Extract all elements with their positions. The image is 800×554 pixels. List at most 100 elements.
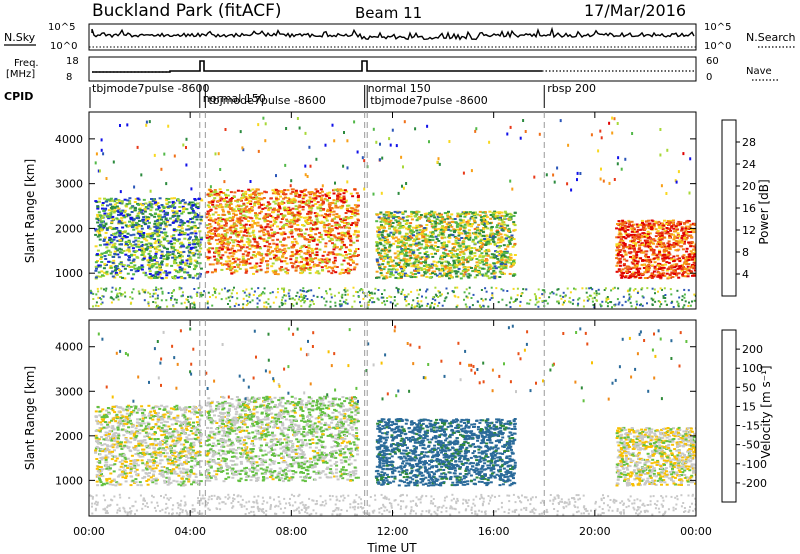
echo-cell [646, 233, 650, 236]
echo-cell [256, 221, 260, 224]
echo-cell [326, 199, 330, 202]
echo-cell [212, 219, 216, 222]
echo-cell [492, 253, 496, 256]
echo-cell [446, 214, 450, 217]
echo-cell [621, 275, 624, 278]
echo-cell [466, 221, 470, 224]
echo-cell [258, 253, 262, 256]
echo-cell [489, 217, 493, 220]
echo-cell [247, 209, 251, 212]
echo-cell [230, 232, 234, 235]
echo-cell [99, 225, 103, 228]
echo-cell [383, 226, 386, 229]
echo-cell [425, 246, 429, 249]
echo-cell [494, 267, 498, 270]
echo-cell [158, 249, 162, 252]
echo-cell [496, 261, 500, 264]
echo-cell [178, 251, 182, 254]
echo-cell [499, 240, 503, 243]
echo-cell [472, 293, 475, 296]
echo-cell [388, 245, 392, 248]
echo-cell [513, 224, 517, 227]
echo-cell [506, 256, 510, 259]
echo-cell [311, 204, 315, 207]
echo-cell [227, 211, 231, 214]
echo-cell [330, 228, 334, 231]
echo-cell [342, 222, 346, 224]
echo-cell [149, 236, 153, 239]
echo-cell [213, 268, 217, 271]
echo-cell [109, 265, 113, 268]
echo-cell [94, 269, 98, 272]
echo-cell [479, 246, 483, 249]
echo-cell [130, 253, 133, 256]
echo-cell [482, 227, 486, 230]
echo-cell [104, 223, 108, 226]
echo-cell [290, 225, 294, 228]
echo-cell [445, 254, 449, 257]
echo-cell [302, 266, 306, 269]
echo-cell [496, 234, 500, 237]
echo-cell [106, 204, 109, 207]
echo-cell [172, 234, 176, 237]
echo-cell [392, 242, 396, 245]
echo-cell [238, 245, 242, 248]
echo-cell [637, 270, 640, 273]
echo-cell [621, 304, 624, 307]
echo-cell [211, 263, 215, 266]
echo-cell [419, 216, 423, 219]
echo-cell [335, 200, 339, 203]
echo-cell [341, 254, 345, 257]
echo-cell [648, 261, 652, 264]
echo-cell [641, 221, 644, 224]
echo-cell [205, 213, 209, 216]
echo-cell [433, 270, 437, 273]
echo-cell [133, 267, 137, 270]
echo-cell [150, 266, 154, 269]
echo-cell [389, 231, 393, 234]
echo-cell [464, 270, 468, 273]
echo-cell [474, 236, 478, 239]
echo-cell [409, 222, 413, 225]
echo-cell [385, 211, 389, 214]
echo-cell [420, 274, 424, 277]
echo-cell [406, 263, 410, 266]
echo-cell [323, 258, 327, 261]
echo-cell [173, 238, 177, 241]
echo-cell [259, 224, 263, 227]
echo-cell [622, 264, 626, 267]
echo-cell [410, 218, 414, 221]
echo-cell [311, 300, 314, 303]
echo-cell [382, 268, 386, 271]
echo-cell [446, 215, 450, 218]
echo-cell [666, 253, 670, 256]
echo-cell [327, 251, 331, 254]
echo-cell [279, 213, 283, 216]
mhz-label: [MHz] [6, 69, 35, 80]
echo-cell [451, 254, 455, 257]
echo-cell [633, 236, 637, 239]
echo-cell [658, 238, 662, 241]
echo-cell [137, 198, 141, 201]
echo-cell [622, 258, 626, 261]
echo-cell [450, 275, 453, 278]
echo-cell [294, 214, 298, 217]
echo-cell [113, 250, 117, 253]
echo-cell [495, 245, 499, 248]
echo-cell [285, 220, 289, 223]
echo-cell [448, 250, 452, 253]
echo-cell [659, 235, 663, 238]
echo-cell [120, 222, 124, 225]
echo-cell [125, 240, 128, 243]
echo-cell [189, 247, 193, 250]
echo-cell [275, 199, 279, 202]
echo-cell [690, 252, 694, 255]
echo-cell [491, 267, 495, 270]
echo-cell [508, 272, 512, 275]
echo-cell [503, 272, 506, 275]
echo-cell [221, 240, 225, 243]
echo-cell [493, 277, 497, 280]
echo-cell [308, 192, 312, 195]
echo-cell [224, 205, 228, 208]
echo-cell [319, 222, 323, 224]
